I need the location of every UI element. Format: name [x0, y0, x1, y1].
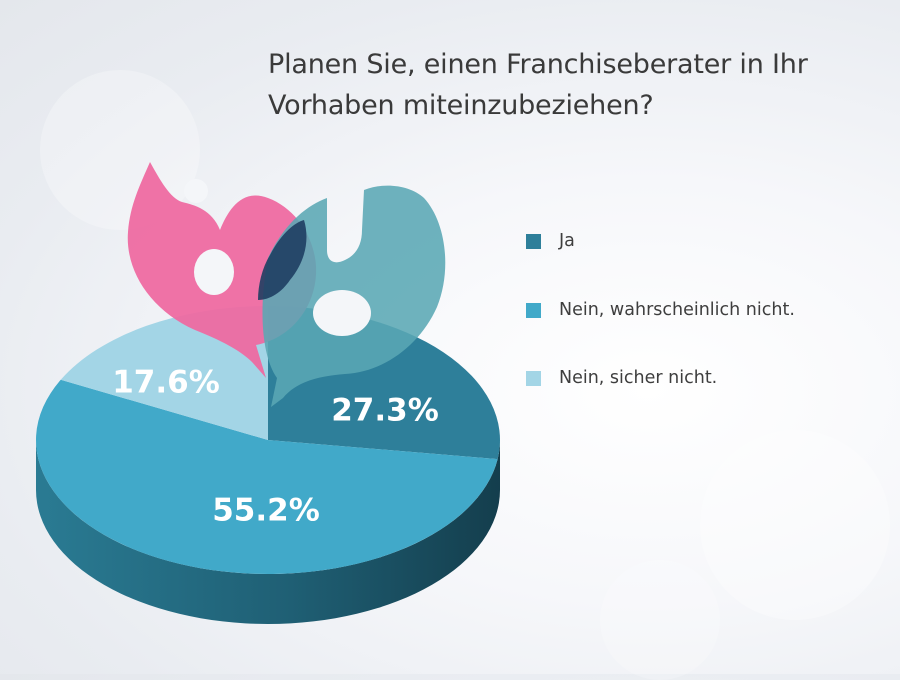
- data-labels: 27.3% 55.2% 17.6%: [112, 365, 439, 529]
- question-mark-speech-bubble-icon: [127, 162, 446, 407]
- data-label: 17.6%: [112, 365, 220, 401]
- legend-swatch: [526, 233, 541, 249]
- legend-item-nein-wahrscheinlich: Nein, wahrscheinlich nicht.: [526, 300, 795, 320]
- legend-label: Nein, wahrscheinlich nicht.: [559, 300, 795, 320]
- chart-title: Planen Sie, einen Franchiseberater in Ih…: [268, 49, 808, 121]
- background-bokeh: [600, 560, 720, 680]
- pink-question-hole: [194, 249, 234, 295]
- data-label: 27.3%: [331, 393, 439, 429]
- legend-swatch: [526, 370, 541, 386]
- legend-item-ja: Ja: [526, 231, 575, 251]
- legend-item-nein-sicher: Nein, sicher nicht.: [526, 368, 717, 388]
- pie-slice: [60, 306, 268, 440]
- bubble-overlap: [258, 220, 307, 300]
- background-bokeh: [700, 430, 890, 620]
- legend-label: Nein, sicher nicht.: [559, 368, 718, 388]
- pie-side: [36, 440, 500, 624]
- pie-slice: [35, 379, 498, 574]
- legend-swatch: [526, 302, 541, 318]
- teal-hole: [313, 290, 371, 336]
- data-label: 55.2%: [212, 493, 320, 529]
- pink-question-dot: [184, 179, 208, 203]
- pie-side-wall: [36, 440, 500, 624]
- legend-label: Ja: [559, 231, 575, 251]
